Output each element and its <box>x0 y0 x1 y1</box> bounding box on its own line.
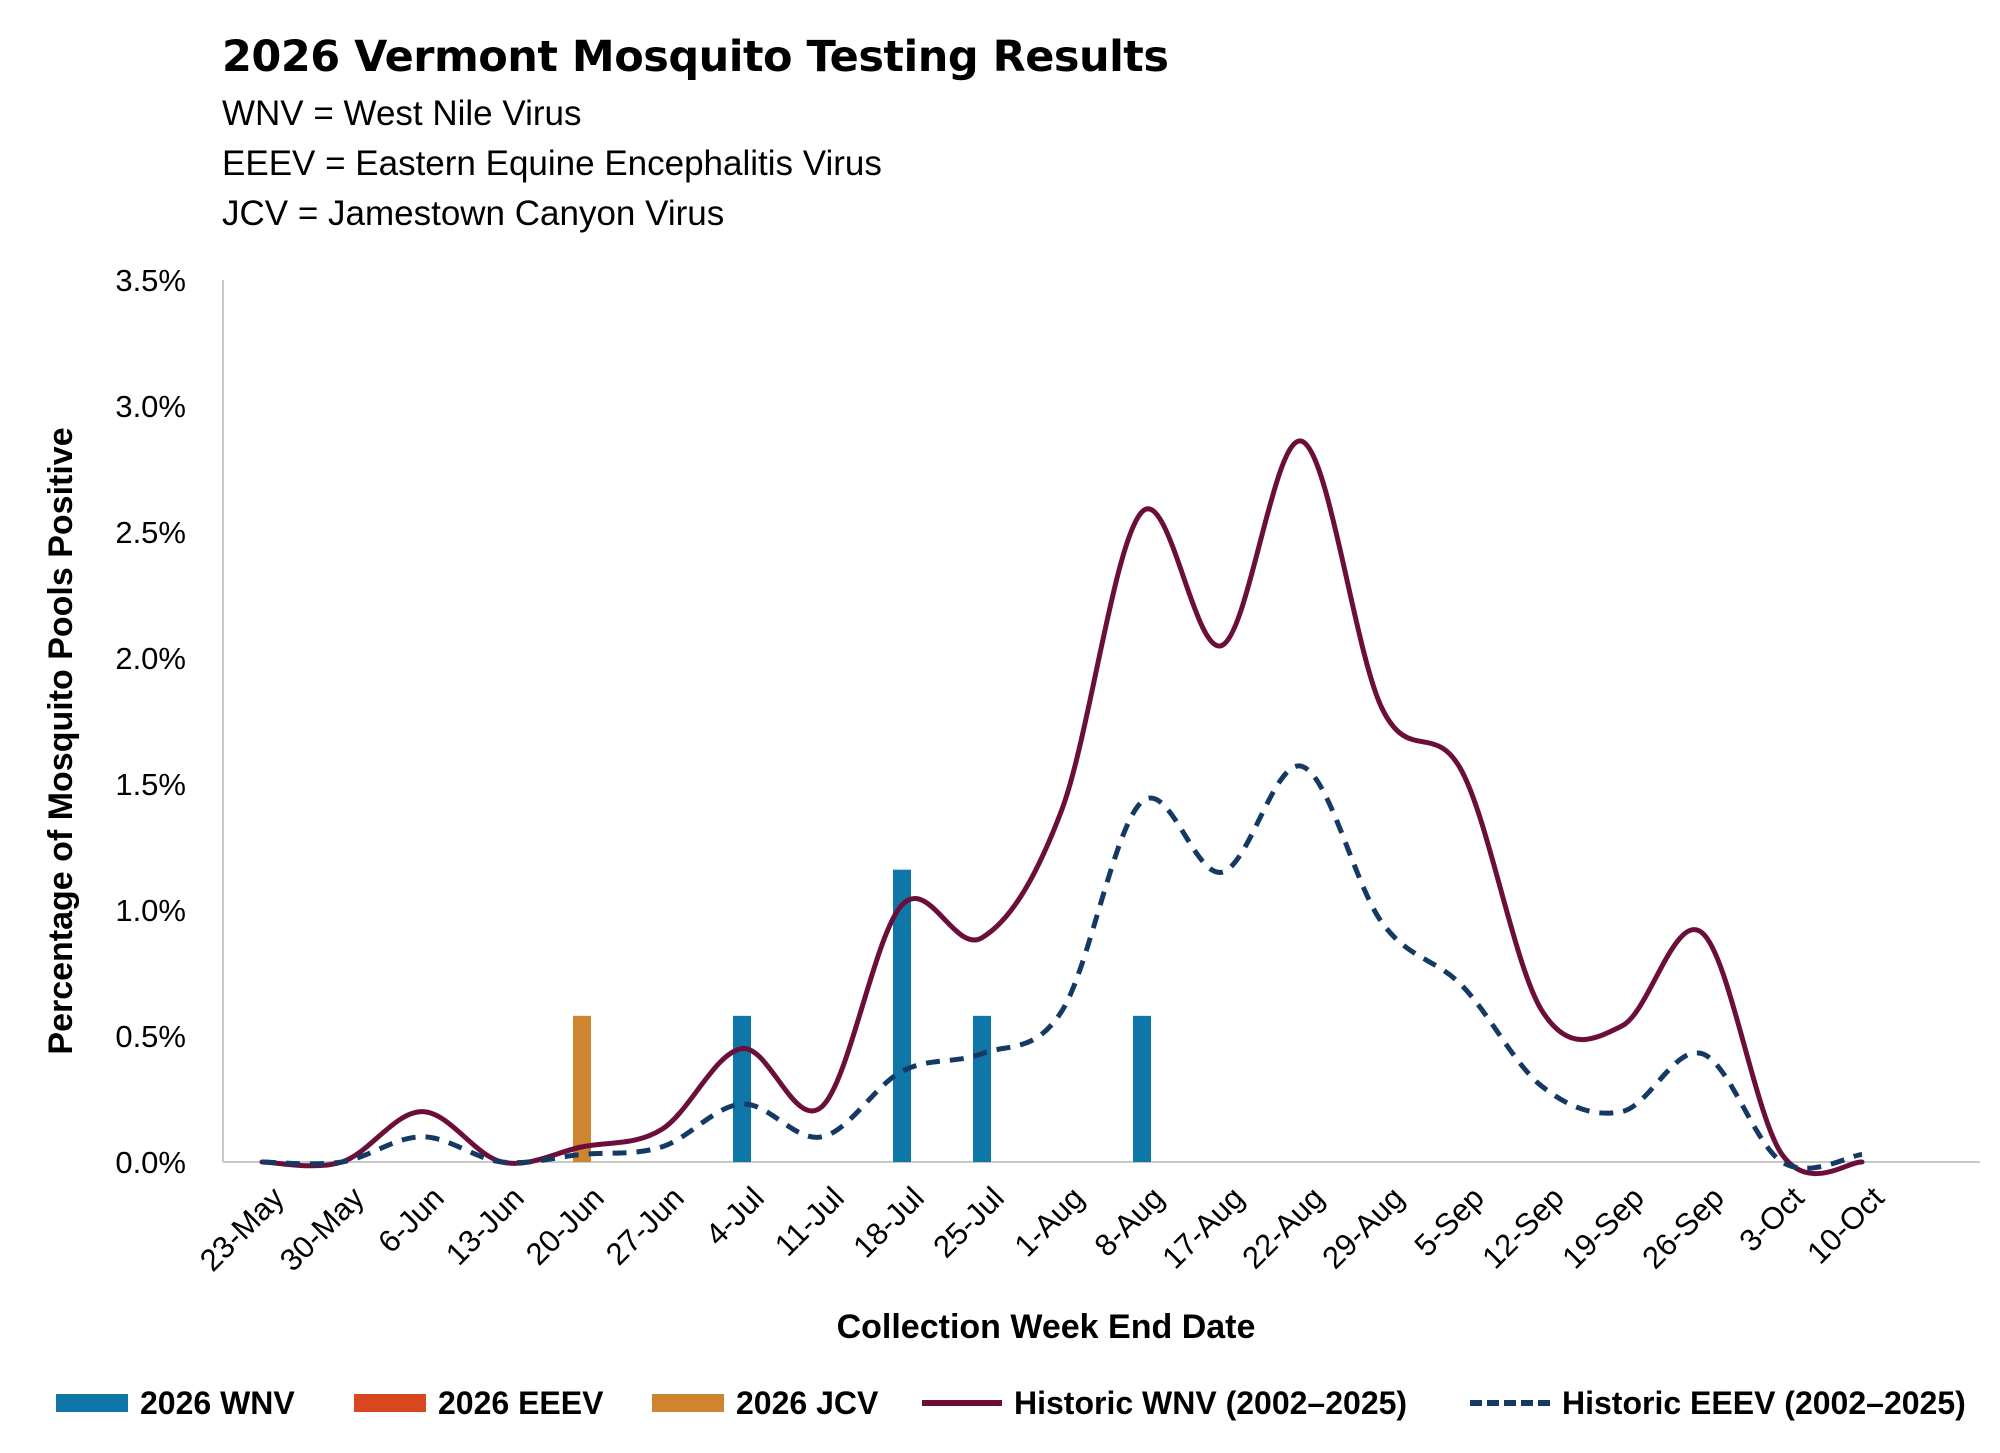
y-tick-labels: 0.0% 0.5% 1.0% 1.5% 2.0% 2.5% 3.0% 3.5% <box>115 263 186 1180</box>
y-tick-label: 0.0% <box>115 1145 186 1180</box>
y-tick-label: 2.5% <box>115 515 186 550</box>
x-tick-label: 27-Jun <box>599 1180 691 1272</box>
legend-item-historic-wnv: Historic WNV (2002–2025) <box>922 1373 1407 1433</box>
subtitle-line-jcv: JCV = Jamestown Canyon Virus <box>222 194 725 233</box>
x-tick-label: 1-Aug <box>1008 1180 1091 1263</box>
x-tick-label: 25-Jul <box>926 1180 1010 1264</box>
bar <box>1133 1015 1151 1162</box>
bar <box>973 1015 991 1162</box>
legend-swatch-2026-eeev <box>354 1394 426 1412</box>
legend-label: 2026 EEEV <box>438 1384 604 1421</box>
y-tick-label: 3.5% <box>115 263 186 298</box>
chart-plot: 0.0%0.5%1.0%1.5%2.0%2.5%3.0%3.5% 23-May3… <box>42 263 1980 1346</box>
legend-item-2026-wnv: 2026 WNV <box>56 1373 295 1433</box>
legend-label: Historic EEEV (2002–2025) <box>1562 1384 1966 1421</box>
series-line-historic-wnv <box>259 438 1865 1177</box>
series-line-historic-eeev <box>261 763 1863 1171</box>
x-tick-label: 17-Aug <box>1155 1180 1250 1275</box>
x-tick-label: 22-Aug <box>1235 1180 1330 1275</box>
legend-swatch-2026-wnv <box>56 1394 128 1412</box>
legend-label: 2026 JCV <box>736 1384 879 1421</box>
x-tick-label: 13-Jun <box>439 1180 531 1272</box>
x-axis-title: Collection Week End Date <box>837 1308 1256 1346</box>
x-tick-label: 10-Oct <box>1800 1180 1891 1271</box>
x-tick-label: 19-Sep <box>1555 1180 1650 1275</box>
chart-legend: 2026 WNV 2026 EEEV 2026 JCV Historic WNV… <box>0 1373 2000 1433</box>
subtitle-line-eeev: EEEV = Eastern Equine Encephalitis Virus <box>222 144 882 183</box>
line-series <box>259 438 1865 1177</box>
x-tick-label: 4-Jul <box>699 1180 771 1252</box>
x-tick-label: 20-Jun <box>519 1180 611 1272</box>
bar <box>893 869 911 1162</box>
legend-item-historic-eeev: Historic EEEV (2002–2025) <box>1470 1373 1966 1433</box>
y-tick-label: 1.0% <box>115 893 186 928</box>
legend-item-2026-eeev: 2026 EEEV <box>354 1373 603 1433</box>
bar <box>733 1015 751 1162</box>
legend-label: 2026 WNV <box>140 1384 295 1421</box>
subtitle-line-wnv: WNV = West Nile Virus <box>222 94 582 133</box>
x-tick-label: 29-Aug <box>1315 1180 1410 1275</box>
legend-swatch-historic-eeev <box>1470 1400 1550 1406</box>
chart-title: 2026 Vermont Mosquito Testing Results <box>222 32 1169 82</box>
x-tick-label: 26-Sep <box>1635 1180 1730 1275</box>
legend-label: Historic WNV (2002–2025) <box>1014 1384 1408 1421</box>
y-tick-label: 1.5% <box>115 767 186 802</box>
x-tick-label: 30-May <box>273 1180 371 1278</box>
legend-item-2026-jcv: 2026 JCV <box>652 1373 878 1433</box>
y-tick-label: 2.0% <box>115 641 186 676</box>
x-tick-label: 23-May <box>193 1180 291 1278</box>
x-tick-label: 3-Oct <box>1732 1180 1811 1259</box>
y-tick-label: 0.5% <box>115 1019 186 1054</box>
y-tick-label: 3.0% <box>115 389 186 424</box>
x-tick-label: 11-Jul <box>768 1180 851 1263</box>
legend-swatch-2026-jcv <box>652 1394 724 1412</box>
x-tick-label: 12-Sep <box>1475 1180 1570 1275</box>
y-axis-title: Percentage of Mosquito Pools Positive <box>42 427 80 1054</box>
bar <box>573 1015 591 1162</box>
x-tick-label: 18-Jul <box>846 1180 930 1264</box>
bar-series <box>573 869 1151 1162</box>
legend-swatch-historic-wnv <box>922 1400 1002 1406</box>
